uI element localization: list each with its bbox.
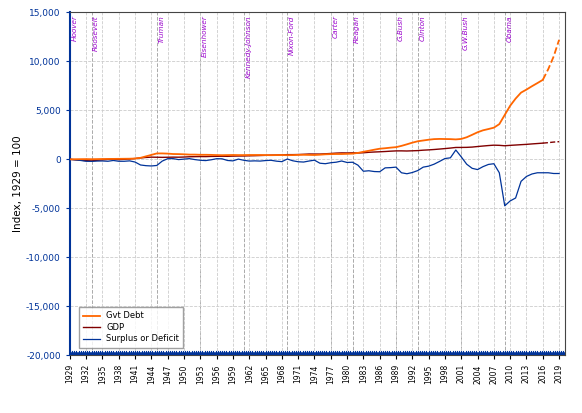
Legend: Gvt Debt, GDP, Surplus or Deficit: Gvt Debt, GDP, Surplus or Deficit: [79, 307, 183, 348]
Text: Carter: Carter: [332, 15, 338, 38]
Text: Eisenhower: Eisenhower: [202, 15, 208, 57]
Text: Obama: Obama: [506, 15, 512, 42]
Y-axis label: Index, 1929 = 100: Index, 1929 = 100: [13, 135, 23, 232]
Text: Roosevelt: Roosevelt: [93, 15, 99, 51]
Text: Hoover: Hoover: [72, 15, 77, 41]
Text: Clinton: Clinton: [420, 15, 425, 41]
Text: Kennedy-Johnson: Kennedy-Johnson: [246, 15, 251, 78]
Text: Truman: Truman: [158, 15, 165, 43]
Text: Reagan: Reagan: [354, 15, 360, 43]
Text: Nixon-Ford: Nixon-Ford: [289, 15, 295, 55]
Text: G.Bush: G.Bush: [398, 15, 404, 41]
Text: G.W.Bush: G.W.Bush: [463, 15, 469, 50]
